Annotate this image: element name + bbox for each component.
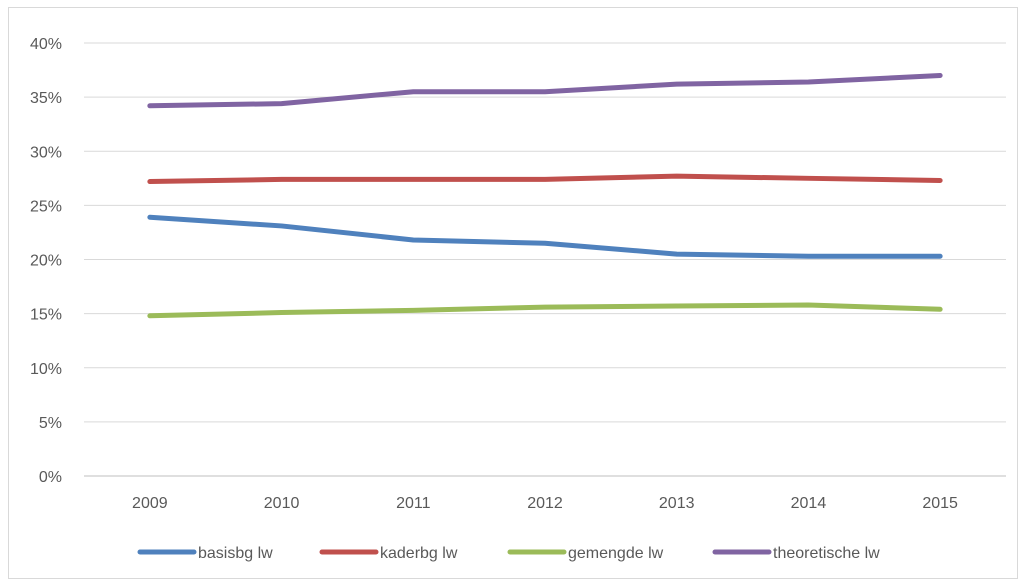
- legend-label: gemengde lw: [568, 545, 664, 562]
- x-tick-label: 2012: [527, 495, 563, 512]
- y-tick-label: 30%: [30, 144, 62, 161]
- y-tick-label: 35%: [30, 90, 62, 107]
- y-tick-label: 10%: [30, 361, 62, 378]
- series-line: [147, 302, 943, 319]
- y-tick-label: 15%: [30, 307, 62, 324]
- y-tick-label: 40%: [30, 36, 62, 53]
- y-tick-label: 5%: [39, 415, 62, 432]
- y-tick-label: 25%: [30, 198, 62, 215]
- chart-area: [8, 7, 1018, 579]
- x-tick-label: 2014: [791, 495, 827, 512]
- series-line: [147, 173, 943, 185]
- y-tick-label: 20%: [30, 253, 62, 270]
- legend-label: theoretische lw: [773, 545, 880, 562]
- legend-label: kaderbg lw: [380, 545, 458, 562]
- series-line: [147, 214, 943, 259]
- x-tick-label: 2011: [396, 495, 431, 512]
- series-line: [147, 72, 943, 109]
- y-tick-label: 0%: [39, 469, 62, 486]
- x-tick-label: 2009: [132, 495, 168, 512]
- legend-label: basisbg lw: [198, 545, 273, 562]
- x-tick-label: 2013: [659, 495, 695, 512]
- x-tick-label: 2010: [264, 495, 300, 512]
- x-tick-label: 2015: [922, 495, 958, 512]
